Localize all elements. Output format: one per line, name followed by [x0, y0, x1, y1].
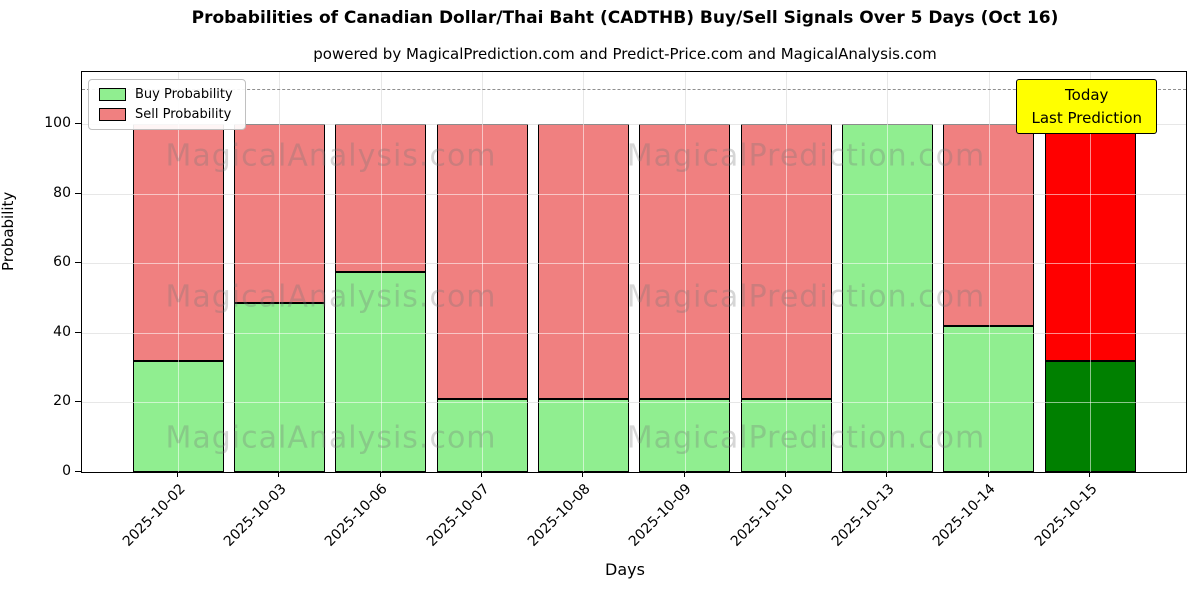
v-gridline-overlay	[279, 72, 281, 472]
chart-subtitle: powered by MagicalPrediction.com and Pre…	[313, 45, 937, 63]
watermark: MagicalPrediction.com	[626, 279, 986, 315]
y-tick-mark	[75, 331, 81, 333]
y-tick-mark	[75, 192, 81, 194]
watermark: MagicalAnalysis.com	[165, 138, 497, 174]
annotation-line-1: Today	[1065, 86, 1109, 104]
h-gridline-overlay	[82, 193, 1186, 195]
y-tick-mark	[75, 471, 81, 472]
x-tick-label-text: 2025-10-15	[1031, 481, 1101, 550]
y-tick-label: 60	[53, 254, 71, 271]
v-gridline-overlay	[178, 72, 179, 472]
h-gridline-overlay	[82, 402, 1186, 404]
annotation-line-2: Last Prediction	[1031, 108, 1142, 127]
v-gridline-overlay	[887, 72, 889, 472]
legend-swatch	[99, 108, 126, 121]
v-gridline-overlay	[583, 72, 585, 472]
x-tick-mark	[177, 471, 178, 477]
y-tick-label: 100	[44, 115, 71, 132]
x-tick-mark	[278, 471, 280, 477]
y-tick-label: 20	[53, 393, 71, 410]
today-annotation: Today Last Prediction	[1016, 79, 1157, 134]
y-tick-mark	[75, 401, 81, 403]
v-gridline-overlay	[482, 72, 483, 472]
x-tick-label: 2025-10-15	[899, 481, 1100, 550]
legend-item: Buy Probability	[99, 87, 233, 102]
chart-legend: Buy Probability Sell Probability	[88, 79, 246, 130]
x-tick-mark	[1089, 471, 1090, 477]
y-tick-mark	[75, 123, 81, 125]
x-tick-mark	[886, 471, 888, 477]
x-tick-mark	[582, 471, 584, 477]
h-gridline-overlay	[82, 332, 1186, 334]
legend-item: Sell Probability	[99, 107, 233, 122]
legend-swatch	[99, 88, 126, 101]
watermark: MagicalAnalysis.com	[165, 279, 497, 315]
x-tick-mark	[379, 471, 381, 477]
v-gridline-overlay	[684, 72, 686, 472]
x-tick-mark	[683, 471, 685, 477]
dashed-threshold-line	[82, 89, 1186, 91]
watermark: MagicalAnalysis.com	[165, 420, 497, 456]
h-gridline-overlay	[82, 124, 1186, 126]
x-tick-mark	[785, 471, 786, 477]
v-gridline-overlay	[786, 72, 787, 472]
y-tick-label: 40	[53, 323, 71, 340]
v-gridline-overlay	[1090, 72, 1091, 472]
watermark: MagicalPrediction.com	[626, 420, 986, 456]
plot-area: Buy Probability Sell Probability Today La…	[81, 71, 1187, 473]
y-tick-mark	[75, 262, 81, 264]
x-tick-mark	[987, 471, 989, 477]
x-axis-label: Days	[605, 560, 645, 579]
legend-label: Sell Probability	[135, 107, 232, 122]
v-gridline-overlay	[380, 72, 382, 472]
y-tick-label: 0	[62, 463, 71, 479]
watermark: MagicalPrediction.com	[626, 138, 986, 174]
legend-label: Buy Probability	[135, 87, 233, 102]
v-gridline-overlay	[988, 72, 990, 472]
y-tick-label: 80	[53, 184, 71, 201]
h-gridline-overlay	[82, 263, 1186, 265]
x-tick-mark	[481, 471, 482, 477]
chart-title: Probabilities of Canadian Dollar/Thai Ba…	[191, 8, 1059, 28]
